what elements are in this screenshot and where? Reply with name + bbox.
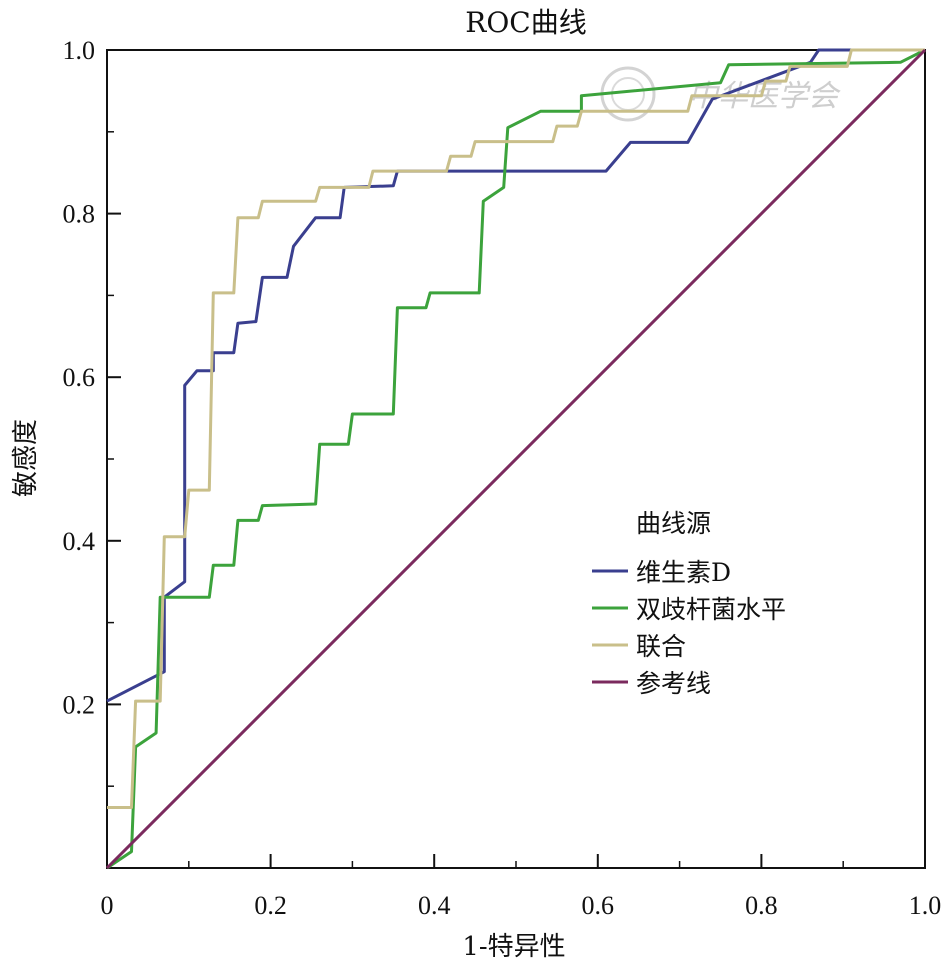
chart-title: ROC曲线: [465, 6, 586, 39]
y-tick-label: 0.4: [63, 527, 96, 556]
legend-label: 双歧杆菌水平: [636, 595, 786, 624]
y-tick-label: 0.8: [63, 200, 96, 229]
plot-area: 0 0.2 0.4 0.6 0.8 1.0 0.2 0.4 0.6 0.8 1.0: [63, 36, 942, 920]
y-axis-label: 敏感度: [11, 419, 41, 497]
y-tick-label: 1.0: [63, 36, 96, 65]
series-line-0: [106, 48, 925, 703]
series-line-2: [107, 48, 925, 809]
series-line-3: [105, 48, 927, 870]
y-tick-label: 0.2: [63, 690, 96, 719]
y-tick-label: 0.6: [63, 363, 96, 392]
x-tick-label: 0.2: [254, 891, 287, 920]
legend-label: 维生素D: [636, 558, 731, 587]
x-tick-label: 0.4: [418, 891, 451, 920]
legend-label: 联合: [636, 632, 686, 661]
x-tick-label: 0.6: [582, 891, 615, 920]
x-tick-label: 0.8: [745, 891, 778, 920]
legend-title: 曲线源: [636, 509, 711, 538]
x-tick-label: 1.0: [909, 891, 942, 920]
series-line-1: [106, 48, 926, 870]
x-axis-label: 1-特异性: [462, 932, 565, 962]
legend-label: 参考线: [636, 669, 711, 698]
x-tick-label: 0: [101, 891, 114, 920]
